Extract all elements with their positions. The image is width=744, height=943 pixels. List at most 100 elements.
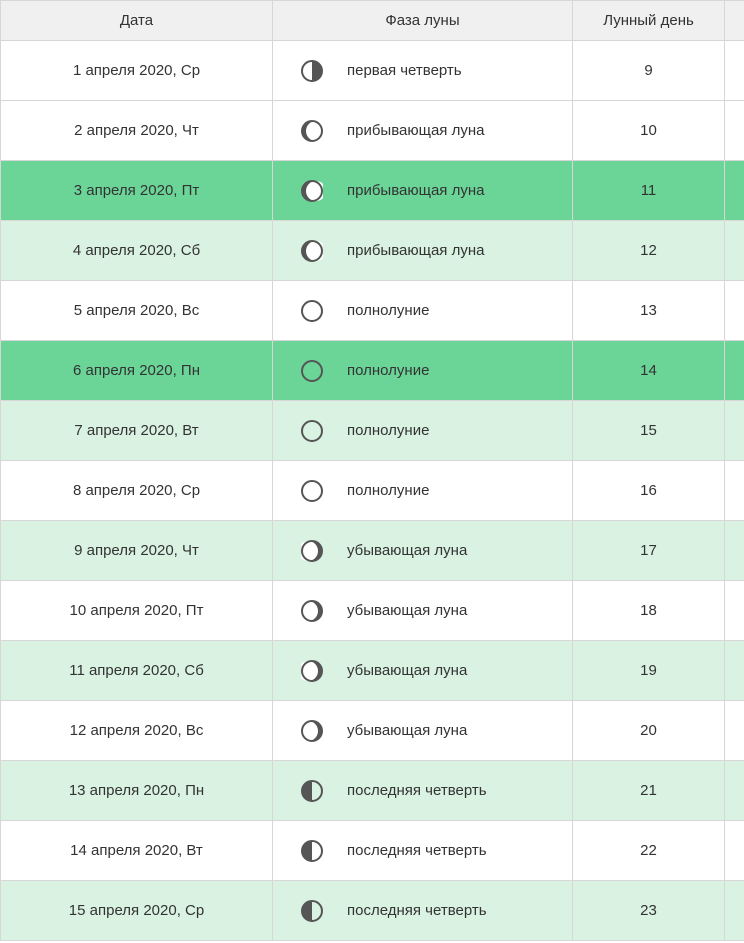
phase-label: последняя четверть [347, 902, 487, 919]
cell-tail [725, 881, 744, 941]
moon-phase-icon [301, 540, 323, 562]
cell-date: 3 апреля 2020, Пт [1, 161, 273, 221]
cell-lunar-day: 22 [573, 821, 725, 881]
cell-date: 11 апреля 2020, Сб [1, 641, 273, 701]
cell-phase: прибывающая луна [273, 161, 573, 221]
cell-phase: полнолуние [273, 281, 573, 341]
cell-date: 13 апреля 2020, Пн [1, 761, 273, 821]
cell-date: 4 апреля 2020, Сб [1, 221, 273, 281]
lunar-calendar-table: Дата Фаза луны Лунный день 1 апреля 2020… [0, 0, 744, 941]
cell-lunar-day: 13 [573, 281, 725, 341]
moon-phase-icon [301, 660, 323, 682]
cell-lunar-day: 23 [573, 881, 725, 941]
phase-label: убывающая луна [347, 662, 467, 679]
cell-phase: последняя четверть [273, 881, 573, 941]
phase-label: полнолуние [347, 362, 429, 379]
cell-tail [725, 821, 744, 881]
col-header-lunar-day: Лунный день [573, 1, 725, 41]
phase-label: убывающая луна [347, 722, 467, 739]
cell-phase: прибывающая луна [273, 101, 573, 161]
cell-date: 14 апреля 2020, Вт [1, 821, 273, 881]
phase-label: последняя четверть [347, 782, 487, 799]
cell-tail [725, 401, 744, 461]
phase-label: убывающая луна [347, 542, 467, 559]
cell-lunar-day: 14 [573, 341, 725, 401]
cell-phase: убывающая луна [273, 581, 573, 641]
cell-phase: полнолуние [273, 341, 573, 401]
col-header-phase: Фаза луны [273, 1, 573, 41]
cell-date: 6 апреля 2020, Пн [1, 341, 273, 401]
cell-phase: полнолуние [273, 461, 573, 521]
cell-phase: прибывающая луна [273, 221, 573, 281]
cell-tail [725, 101, 744, 161]
cell-lunar-day: 20 [573, 701, 725, 761]
cell-lunar-day: 9 [573, 41, 725, 101]
cell-lunar-day: 17 [573, 521, 725, 581]
cell-date: 8 апреля 2020, Ср [1, 461, 273, 521]
cell-tail [725, 341, 744, 401]
moon-phase-icon [301, 780, 323, 802]
table-row: 2 апреля 2020, Чт прибывающая луна10 [1, 101, 744, 161]
cell-date: 7 апреля 2020, Вт [1, 401, 273, 461]
phase-label: прибывающая луна [347, 242, 484, 259]
moon-phase-icon [301, 900, 323, 922]
phase-label: прибывающая луна [347, 182, 484, 199]
table-row: 3 апреля 2020, Пт прибывающая луна 11 [1, 161, 744, 221]
phase-label: полнолуние [347, 422, 429, 439]
cell-phase: последняя четверть [273, 821, 573, 881]
cell-date: 10 апреля 2020, Пт [1, 581, 273, 641]
phase-label: первая четверть [347, 62, 462, 79]
moon-phase-icon [301, 480, 323, 502]
moon-phase-icon [301, 840, 323, 862]
cell-tail [725, 761, 744, 821]
cell-date: 15 апреля 2020, Ср [1, 881, 273, 941]
table-row: 10 апреля 2020, Пт убывающая луна 18 [1, 581, 744, 641]
cell-lunar-day: 18 [573, 581, 725, 641]
cell-phase: последняя четверть [273, 761, 573, 821]
cell-lunar-day: 10 [573, 101, 725, 161]
table-header-row: Дата Фаза луны Лунный день [1, 1, 744, 41]
cell-tail [725, 161, 744, 221]
col-header-tail [725, 1, 744, 41]
table-row: 14 апреля 2020, Вт последняя четверть 22 [1, 821, 744, 881]
phase-label: последняя четверть [347, 842, 487, 859]
cell-tail [725, 641, 744, 701]
cell-tail [725, 41, 744, 101]
cell-tail [725, 701, 744, 761]
table-row: 13 апреля 2020, Пн последняя четверть 21 [1, 761, 744, 821]
table-row: 6 апреля 2020, Пн полнолуние 14 [1, 341, 744, 401]
cell-lunar-day: 19 [573, 641, 725, 701]
table-row: 11 апреля 2020, Сб убывающая луна 19 [1, 641, 744, 701]
cell-date: 1 апреля 2020, Ср [1, 41, 273, 101]
moon-phase-icon [301, 600, 323, 622]
table-row: 12 апреля 2020, Вс убывающая луна 20 [1, 701, 744, 761]
cell-lunar-day: 15 [573, 401, 725, 461]
phase-label: убывающая луна [347, 602, 467, 619]
cell-phase: убывающая луна [273, 701, 573, 761]
phase-label: полнолуние [347, 302, 429, 319]
cell-date: 12 апреля 2020, Вс [1, 701, 273, 761]
cell-tail [725, 461, 744, 521]
cell-tail [725, 221, 744, 281]
cell-lunar-day: 16 [573, 461, 725, 521]
table-row: 8 апреля 2020, Ср полнолуние 16 [1, 461, 744, 521]
cell-date: 9 апреля 2020, Чт [1, 521, 273, 581]
phase-label: полнолуние [347, 482, 429, 499]
cell-tail [725, 281, 744, 341]
cell-phase: полнолуние [273, 401, 573, 461]
table-row: 5 апреля 2020, Всполнолуние13 [1, 281, 744, 341]
cell-lunar-day: 21 [573, 761, 725, 821]
moon-phase-icon [301, 420, 323, 442]
moon-phase-icon [301, 60, 323, 82]
table-row: 7 апреля 2020, Вт полнолуние 15 [1, 401, 744, 461]
cell-lunar-day: 11 [573, 161, 725, 221]
moon-phase-icon [301, 180, 323, 202]
moon-phase-icon [301, 120, 323, 142]
table-row: 9 апреля 2020, Чт убывающая луна 17 [1, 521, 744, 581]
moon-phase-icon [301, 240, 323, 262]
cell-lunar-day: 12 [573, 221, 725, 281]
phase-label: прибывающая луна [347, 122, 484, 139]
moon-phase-icon [301, 300, 323, 322]
col-header-date: Дата [1, 1, 273, 41]
moon-phase-icon [301, 360, 323, 382]
